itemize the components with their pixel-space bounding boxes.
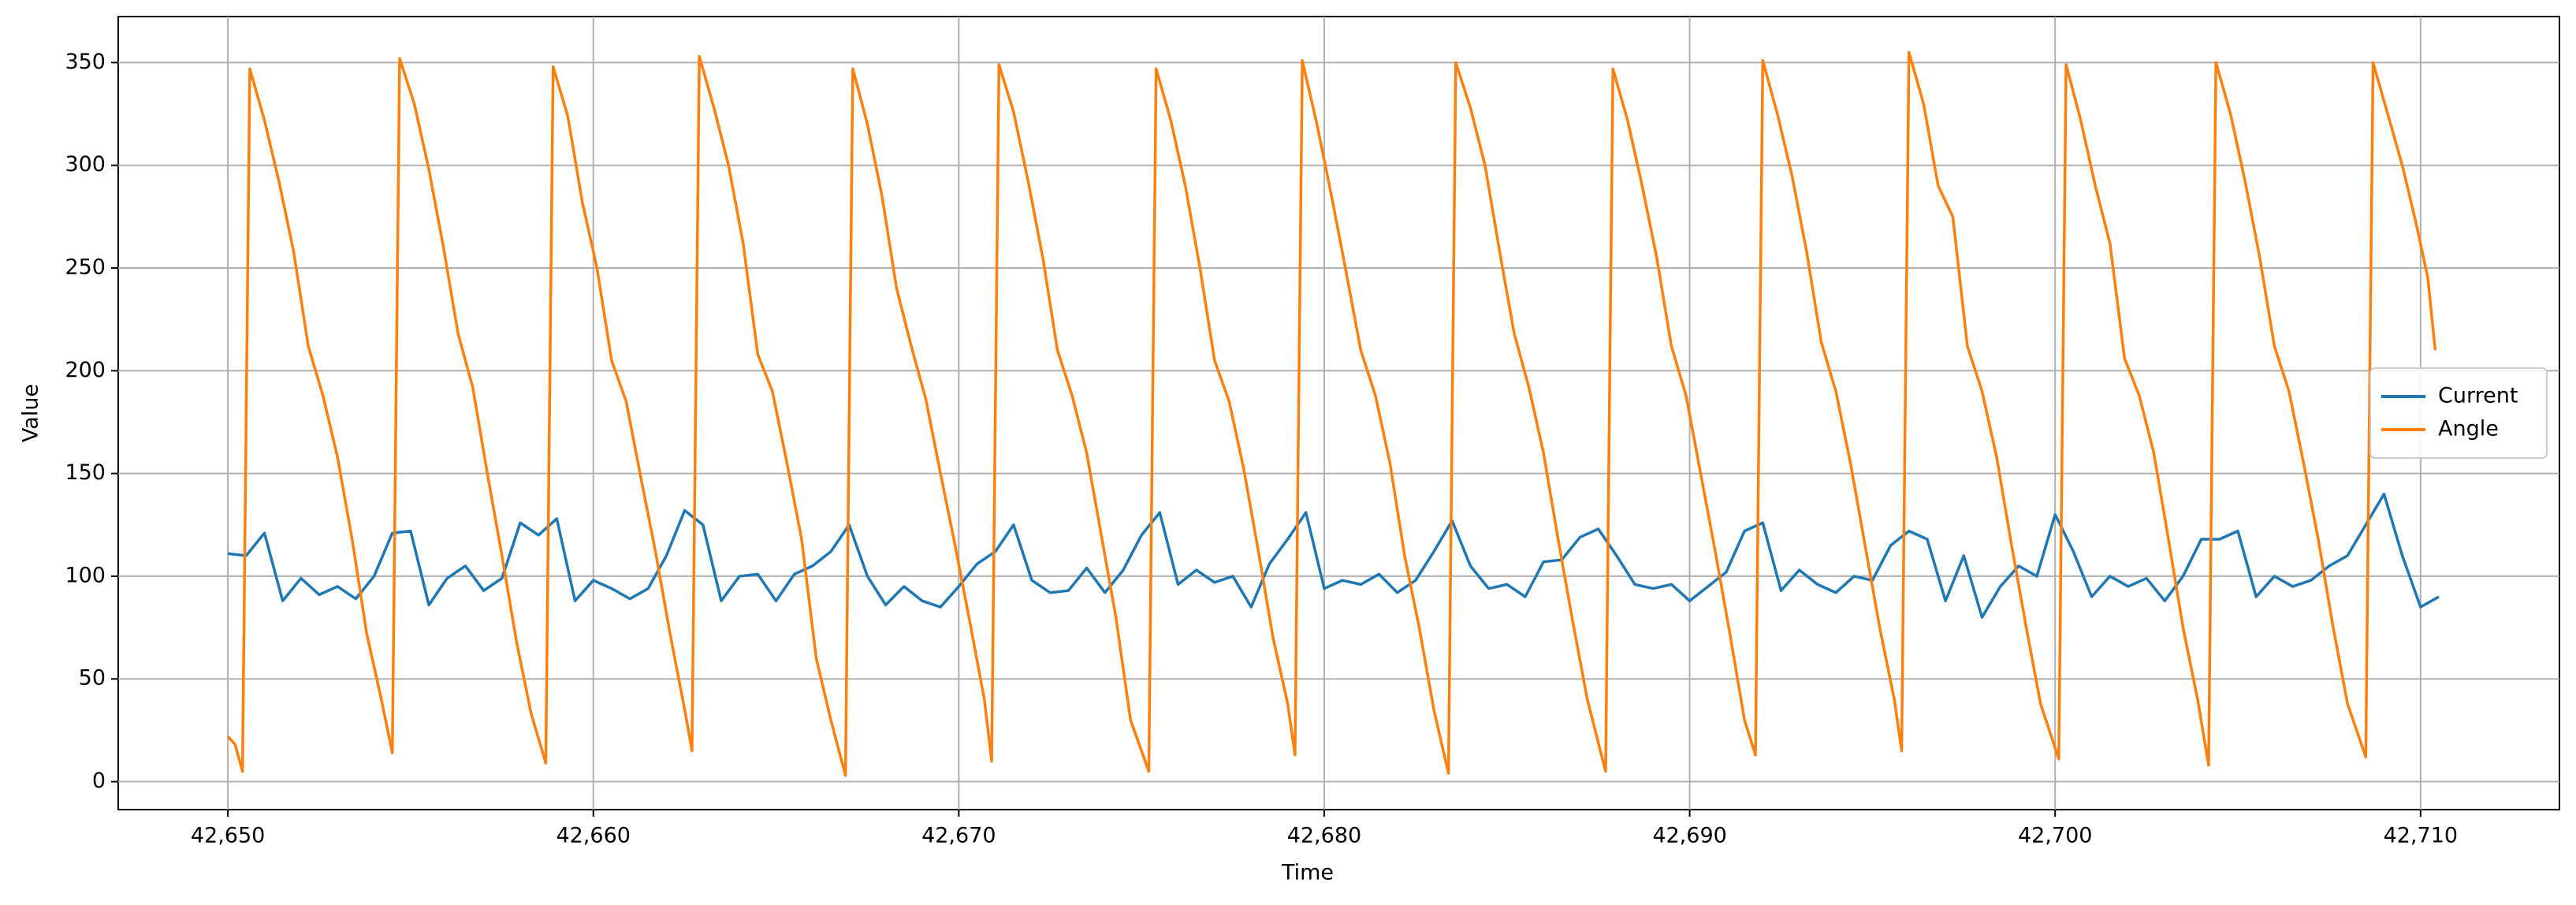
legend-label: Current xyxy=(2438,384,2518,408)
x-tick-label: 42,680 xyxy=(1287,824,1361,848)
y-tick-label: 200 xyxy=(65,358,106,382)
x-tick-label: 42,660 xyxy=(556,824,630,848)
y-tick-label: 100 xyxy=(65,563,106,587)
legend-label: Angle xyxy=(2438,417,2499,441)
x-tick-label: 42,650 xyxy=(191,824,265,848)
y-tick-label: 350 xyxy=(65,50,106,74)
y-tick-label: 150 xyxy=(65,460,106,485)
x-tick-label: 42,710 xyxy=(2384,824,2458,848)
y-tick-label: 50 xyxy=(79,666,106,691)
x-tick-label: 42,690 xyxy=(1652,824,1726,848)
x-axis-label: Time xyxy=(1281,861,1334,885)
plot-frame xyxy=(117,16,2560,810)
y-tick-label: 0 xyxy=(92,769,106,793)
series-line xyxy=(227,492,2440,619)
series-line xyxy=(226,50,2437,777)
y-tick-label: 250 xyxy=(65,255,106,280)
legend-box xyxy=(2369,367,2548,459)
y-tick-label: 300 xyxy=(65,152,106,177)
y-axis-label: Value xyxy=(19,384,43,442)
x-tick-label: 42,670 xyxy=(921,824,996,848)
x-tick-label: 42,700 xyxy=(2018,824,2092,848)
